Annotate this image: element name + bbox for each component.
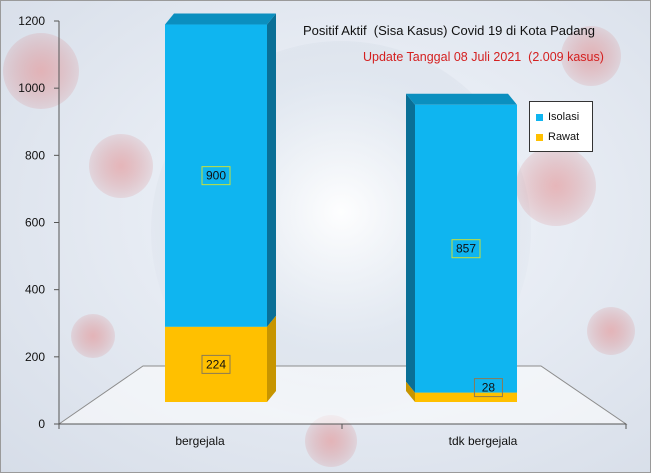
legend-label-isolasi: Isolasi — [548, 111, 580, 123]
bar-bergejala-isolasi — [165, 13, 276, 327]
bar-bergejala-rawat — [165, 315, 276, 402]
bar-bergejala-rawat-side — [267, 315, 276, 402]
x-category-label-0: bergejala — [175, 434, 225, 448]
data-label-tdk-bergejala-isolasi: 857 — [456, 242, 476, 256]
y-tick-label: 1200 — [18, 14, 45, 28]
data-label-tdk-bergejala-rawat-box — [473, 378, 503, 398]
bar-tdk-bergejala-rawat-front — [415, 392, 517, 402]
chart-subtitle: Update Tanggal 08 Juli 2021 (2.009 kasus… — [363, 50, 604, 64]
data-label-bergejala-rawat-box — [201, 354, 231, 374]
legend-swatch-rawat — [536, 133, 543, 141]
legend: Isolasi Rawat — [529, 101, 593, 152]
data-label-bergejala-isolasi: 900 — [206, 169, 226, 183]
bar-tdk-bergejala-isolasi-side — [406, 93, 415, 393]
y-tick-label: 0 — [38, 417, 45, 431]
bar-tdk-bergejala-rawat-side — [406, 381, 415, 402]
data-label-bergejala-rawat: 224 — [206, 357, 226, 371]
legend-swatch-isolasi — [536, 113, 543, 121]
y-tick-label: 1000 — [18, 81, 45, 95]
bar-bergejala-isolasi-side — [267, 13, 276, 327]
data-label-tdk-bergejala-isolasi-box — [451, 239, 481, 259]
bar-bergejala-isolasi-top — [165, 13, 276, 25]
y-tick-label: 600 — [25, 216, 45, 230]
data-label-tdk-bergejala-rawat: 28 — [482, 381, 496, 395]
y-tick-label: 400 — [25, 283, 45, 297]
bar-tdk-bergejala-isolasi — [406, 93, 517, 393]
bar-tdk-bergejala-isolasi-front — [415, 104, 517, 393]
bar-bergejala-isolasi-front — [165, 24, 267, 327]
legend-label-rawat: Rawat — [548, 131, 580, 143]
x-category-label-1: tdk bergejala — [449, 434, 518, 448]
legend-item-rawat: Rawat — [536, 127, 586, 147]
legend-item-isolasi: Isolasi — [536, 107, 586, 127]
y-tick-label: 800 — [25, 148, 45, 162]
data-label-bergejala-isolasi-box — [201, 166, 231, 186]
chart-title: Positif Aktif (Sisa Kasus) Covid 19 di K… — [303, 23, 595, 38]
y-tick-label: 200 — [25, 350, 45, 364]
floor — [57, 365, 628, 425]
bar-bergejala-rawat-front — [165, 326, 267, 402]
bar-tdk-bergejala-isolasi-top — [406, 93, 517, 105]
